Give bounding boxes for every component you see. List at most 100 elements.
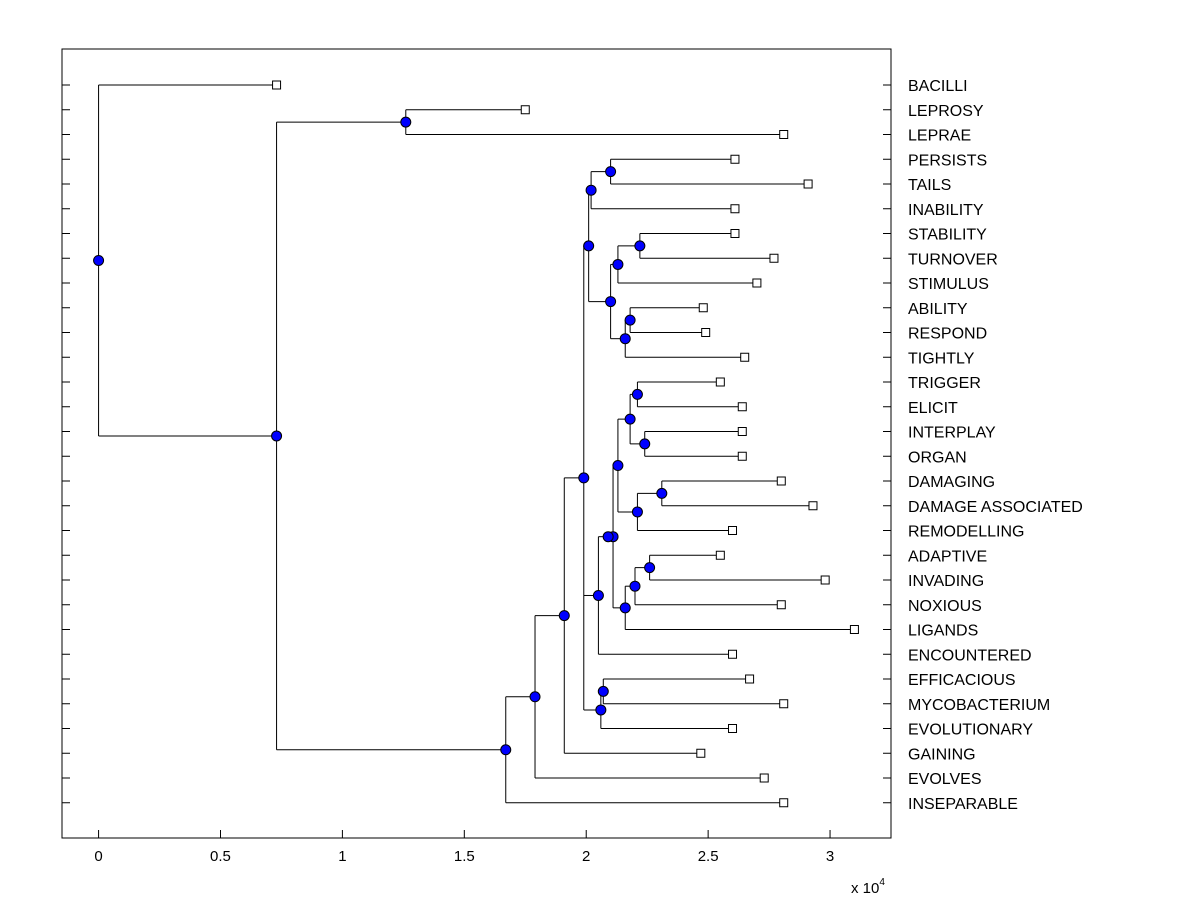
leaf-label: EVOLVES — [908, 771, 982, 788]
x-tick-label: 2 — [582, 848, 590, 865]
leaf-label: REMODELLING — [908, 524, 1024, 541]
leaf-label: TRIGGER — [908, 375, 981, 392]
cluster-node-marker — [619, 602, 631, 614]
leaf-marker — [272, 80, 282, 90]
leaf-label: ENCOUNTERED — [908, 647, 1032, 664]
leaf-label: INVADING — [908, 573, 984, 590]
leaf-marker — [820, 575, 830, 585]
plot-area-frame — [61, 48, 892, 839]
leaf-marker — [520, 105, 530, 115]
leaf-marker — [701, 328, 711, 337]
leaf-label: TURNOVER — [908, 251, 998, 268]
cluster-node-marker — [639, 438, 651, 450]
cluster-node-marker — [605, 166, 617, 178]
leaf-label: STABILITY — [908, 227, 987, 244]
leaf-marker — [737, 402, 747, 412]
cluster-node-marker — [624, 314, 636, 326]
x-tick-label: 3 — [826, 848, 834, 865]
leaf-label: PERSISTS — [908, 152, 987, 169]
leaf-marker — [745, 674, 755, 684]
cluster-node-marker — [578, 472, 590, 484]
cluster-node-marker — [612, 460, 624, 472]
cluster-node-marker — [500, 744, 512, 756]
leaf-label: GAINING — [908, 746, 976, 763]
leaf-label: EFFICACIOUS — [908, 672, 1016, 689]
cluster-node-marker — [602, 531, 614, 543]
leaf-marker — [776, 476, 786, 486]
leaf-label: TAILS — [908, 177, 951, 194]
cluster-node-marker — [592, 589, 604, 601]
leaf-marker — [737, 451, 747, 461]
leaf-marker — [728, 526, 738, 535]
x-axis-multiplier-exponent: 4 — [879, 877, 885, 888]
cluster-node-marker — [595, 704, 607, 716]
cluster-node-marker — [644, 562, 656, 574]
leaf-marker — [808, 501, 818, 511]
leaf-label: MYCOBACTERIUM — [908, 697, 1050, 714]
leaf-marker — [759, 773, 769, 783]
leaf-marker — [730, 154, 740, 164]
leaf-marker — [696, 748, 706, 758]
leaf-marker — [728, 649, 738, 659]
dendrogram-tree — [93, 80, 859, 808]
leaf-label: ELICIT — [908, 400, 958, 417]
leaf-marker — [779, 798, 789, 808]
leaf-label: ADAPTIVE — [908, 548, 987, 565]
leaf-marker — [803, 179, 813, 189]
axis-ticks — [62, 84, 891, 838]
x-axis-multiplier: x 104 — [851, 877, 885, 897]
cluster-node-marker — [631, 388, 643, 400]
x-axis-multiplier-prefix: x 10 — [851, 880, 879, 897]
leaf-labels: BACILLI LEPROSY LEPRAE PERSISTS TAILS INABILI… — [908, 78, 1083, 813]
leaf-label: LEPRAE — [908, 128, 971, 145]
leaf-label: TIGHTLY — [908, 350, 975, 367]
leaf-label: INSEPARABLE — [908, 796, 1018, 813]
leaf-marker — [776, 600, 786, 610]
leaf-marker — [740, 352, 750, 362]
x-tick-label: 1 — [338, 848, 346, 865]
cluster-node-marker — [400, 116, 412, 128]
leaf-label: NOXIOUS — [908, 598, 982, 615]
cluster-node-marker — [585, 184, 597, 196]
cluster-node-marker — [656, 487, 668, 499]
leaf-label: LEPROSY — [908, 103, 984, 120]
leaf-label: ORGAN — [908, 449, 967, 466]
cluster-node-marker — [597, 685, 609, 697]
cluster-node-marker — [624, 413, 636, 425]
cluster-node-marker — [612, 258, 624, 270]
leaf-label: DAMAGE ASSOCIATED — [908, 499, 1083, 516]
cluster-node-marker — [634, 240, 646, 252]
leaf-label: INTERPLAY — [908, 425, 996, 442]
leaf-marker — [730, 229, 740, 238]
leaf-marker — [715, 377, 725, 387]
cluster-node-marker — [271, 430, 283, 442]
x-axis-tick-labels: 0 0.5 1 1.5 2 2.5 3 — [94, 848, 834, 865]
cluster-node-marker — [558, 610, 570, 622]
cluster-node-marker — [629, 580, 641, 592]
x-tick-label: 0.5 — [210, 848, 231, 865]
cluster-node-marker — [93, 254, 105, 266]
leaf-marker — [849, 625, 859, 634]
leaf-label: BACILLI — [908, 78, 968, 95]
cluster-node-marker — [529, 691, 541, 703]
leaf-label: STIMULUS — [908, 276, 989, 293]
leaf-label: DAMAGING — [908, 474, 995, 491]
leaf-marker — [737, 427, 747, 436]
x-tick-label: 0 — [94, 848, 102, 865]
leaf-marker — [730, 204, 740, 214]
leaf-marker — [769, 253, 779, 263]
x-tick-label: 2.5 — [698, 848, 719, 865]
leaf-marker — [715, 550, 725, 560]
cluster-node-marker — [583, 240, 595, 252]
leaf-label: RESPOND — [908, 326, 987, 343]
cluster-node-marker — [631, 506, 643, 518]
leaf-marker — [779, 130, 789, 139]
cluster-node-marker — [605, 296, 617, 308]
leaf-label: EVOLUTIONARY — [908, 722, 1033, 739]
leaf-marker — [752, 278, 762, 288]
leaf-marker — [698, 303, 708, 313]
cluster-node-marker — [619, 333, 631, 345]
x-tick-label: 1.5 — [454, 848, 475, 865]
leaf-label: ABILITY — [908, 301, 968, 318]
